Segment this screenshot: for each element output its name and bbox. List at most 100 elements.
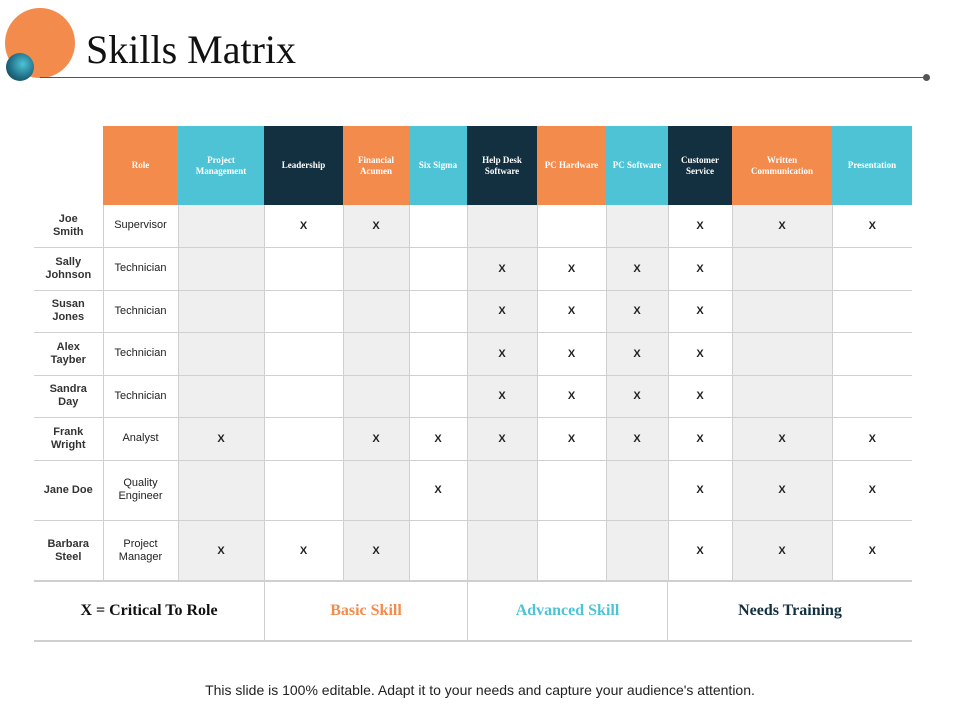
- skill-mark: X: [342, 205, 409, 248]
- column-header: Financial Acumen: [343, 126, 409, 205]
- skill-mark: [605, 205, 668, 248]
- skill-mark: X: [831, 205, 912, 248]
- skill-mark: [831, 332, 912, 376]
- employee-role: Technician: [102, 332, 178, 376]
- title-underline-dot: [923, 74, 930, 81]
- skill-mark: X: [667, 520, 732, 582]
- employee-name: Susan Jones: [34, 290, 103, 333]
- skill-mark: X: [177, 520, 264, 582]
- skill-mark: X: [466, 417, 537, 461]
- skill-mark: [408, 247, 467, 291]
- skill-mark: X: [667, 375, 732, 418]
- skill-mark: [342, 460, 409, 521]
- legend-advanced-skill: Advanced Skill: [467, 582, 667, 640]
- column-header: Role: [103, 126, 178, 205]
- skill-mark: X: [536, 417, 606, 461]
- skill-mark: [408, 205, 467, 248]
- skill-mark: [263, 332, 343, 376]
- table-row: Sally Johnson Technician X X X X: [34, 247, 912, 291]
- legend-basic-skill: Basic Skill: [264, 582, 467, 640]
- employee-name: Barbara Steel: [34, 520, 103, 582]
- skill-mark: [177, 332, 264, 376]
- skills-matrix-table: Role Project Management Leadership Financia…: [34, 126, 912, 582]
- skill-mark: [466, 205, 537, 248]
- skill-mark: [408, 520, 467, 582]
- skill-mark: X: [466, 247, 537, 291]
- skill-mark: X: [667, 290, 732, 333]
- skill-mark: [605, 460, 668, 521]
- skill-mark: [263, 417, 343, 461]
- skill-mark: [731, 375, 832, 418]
- title-underline: [40, 77, 926, 78]
- skill-mark: X: [408, 417, 467, 461]
- employee-name: Frank Wright: [34, 417, 103, 461]
- employee-name: Sally Johnson: [34, 247, 103, 291]
- skill-mark: X: [667, 332, 732, 376]
- skill-mark: X: [831, 520, 912, 582]
- skill-mark: X: [731, 417, 832, 461]
- skill-mark: [536, 520, 606, 582]
- skill-mark: [831, 375, 912, 418]
- skill-mark: [408, 375, 467, 418]
- skill-mark: [731, 332, 832, 376]
- employee-role: Analyst: [102, 417, 178, 461]
- skill-mark: [831, 247, 912, 291]
- skill-mark: [342, 375, 409, 418]
- decorative-blue-circle: [6, 53, 34, 81]
- employee-role: Technician: [102, 247, 178, 291]
- slide-title: Skills Matrix: [86, 27, 297, 72]
- skill-mark: [177, 247, 264, 291]
- skill-mark: X: [466, 375, 537, 418]
- skill-mark: X: [605, 417, 668, 461]
- skill-mark: X: [731, 460, 832, 521]
- skill-mark: [263, 247, 343, 291]
- skill-mark: [177, 290, 264, 333]
- table-row: Susan Jones Technician X X X X: [34, 290, 912, 333]
- skill-mark: X: [536, 290, 606, 333]
- skill-mark: X: [605, 290, 668, 333]
- employee-name: Joe Smith: [34, 205, 103, 248]
- skill-mark: X: [536, 247, 606, 291]
- legend-needs-training: Needs Training: [667, 582, 912, 640]
- skill-mark: [466, 460, 537, 521]
- table-row: Alex Tayber Technician X X X X: [34, 332, 912, 376]
- skill-mark: [408, 290, 467, 333]
- skill-mark: [605, 520, 668, 582]
- skill-mark: X: [466, 332, 537, 376]
- skill-mark: X: [536, 375, 606, 418]
- table-header-row: Role Project Management Leadership Financia…: [34, 126, 912, 205]
- skill-mark: [466, 520, 537, 582]
- skill-mark: X: [177, 417, 264, 461]
- legend-bar: X = Critical To Role Basic Skill Advance…: [34, 580, 912, 642]
- skill-mark: X: [667, 205, 732, 248]
- skill-mark: X: [605, 247, 668, 291]
- skill-mark: [536, 460, 606, 521]
- skill-mark: X: [605, 332, 668, 376]
- table-body: Joe Smith Supervisor X X X X X Sally Johnson Tec…: [34, 205, 912, 582]
- skill-mark: X: [605, 375, 668, 418]
- skill-mark: [731, 290, 832, 333]
- employee-role: Technician: [102, 290, 178, 333]
- skill-mark: X: [466, 290, 537, 333]
- employee-name: Alex Tayber: [34, 332, 103, 376]
- skill-mark: X: [831, 460, 912, 521]
- skill-mark: X: [263, 205, 343, 248]
- legend-critical-key: X = Critical To Role: [80, 602, 218, 619]
- employee-name: Jane Doe: [34, 460, 103, 521]
- header-blank-cell: [34, 126, 103, 205]
- employee-role: Technician: [102, 375, 178, 418]
- column-header: PC Software: [606, 126, 668, 205]
- table-row: Jane Doe Quality Engineer X X X X: [34, 460, 912, 521]
- skill-mark: [831, 290, 912, 333]
- column-header: Six Sigma: [409, 126, 467, 205]
- skill-mark: [263, 290, 343, 333]
- skill-mark: [263, 460, 343, 521]
- column-header: Written Communication: [732, 126, 832, 205]
- skill-mark: X: [667, 247, 732, 291]
- skill-mark: [177, 460, 264, 521]
- skill-mark: X: [667, 417, 732, 461]
- skill-mark: [342, 332, 409, 376]
- employee-role: Supervisor: [102, 205, 178, 248]
- column-header: Help Desk Software: [467, 126, 537, 205]
- skill-mark: [408, 332, 467, 376]
